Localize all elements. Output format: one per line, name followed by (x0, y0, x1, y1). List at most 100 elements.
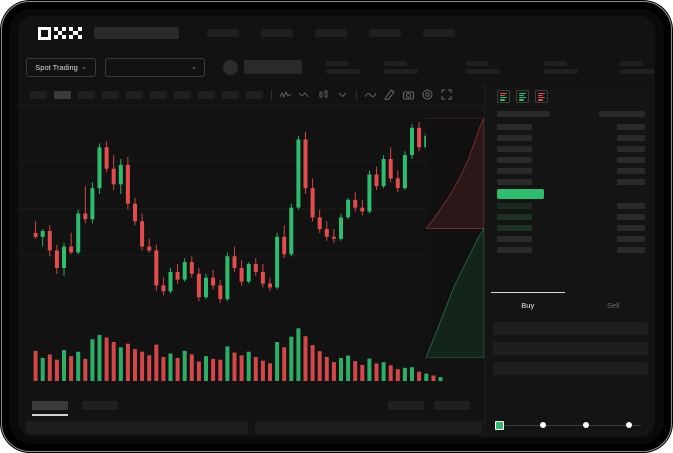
timeframe-1[interactable] (30, 90, 47, 99)
chart-panel[interactable] (18, 106, 484, 395)
tab-sell-label: Sell (606, 300, 620, 310)
bottom-panel-left[interactable] (26, 421, 248, 434)
stat-turnover (620, 60, 654, 74)
bottom-panels (18, 421, 484, 437)
bottom-panel-right[interactable] (255, 421, 482, 434)
orderbook-ask-row[interactable] (497, 132, 647, 143)
stat-change (326, 60, 360, 74)
chevron-down-icon: ⌄ (80, 63, 87, 71)
order-tabs: Buy Sell (485, 292, 655, 318)
orderbook-bid-row[interactable] (497, 244, 647, 255)
orderbook-bid-row[interactable] (497, 222, 647, 233)
tab-buy-label: Buy (521, 300, 535, 310)
app-header (18, 16, 655, 50)
drawing-tool-icon[interactable] (384, 89, 395, 100)
candlestick-chart[interactable] (18, 106, 484, 311)
timeframe-6[interactable] (150, 90, 167, 99)
order-amount-field[interactable] (493, 342, 648, 355)
bottom-tab-order-history[interactable] (82, 400, 118, 410)
order-stepper (495, 419, 647, 431)
volume-histogram (33, 328, 443, 381)
ticker-price (244, 60, 302, 74)
step-4[interactable] (626, 422, 632, 428)
orderbook-last-price-row[interactable] (497, 187, 647, 200)
stat-low (466, 60, 500, 74)
coin-avatar (223, 59, 238, 75)
orderbook-ask-row[interactable] (497, 165, 647, 176)
settings-icon[interactable] (422, 89, 433, 100)
orderbook-ask-row[interactable] (497, 176, 647, 187)
toolbar-divider (356, 89, 357, 100)
stat-high (384, 60, 418, 74)
orderbook-bid-row[interactable] (497, 233, 647, 244)
order-form (493, 322, 648, 382)
orderbook-header-right (599, 111, 645, 117)
timeframe-4[interactable] (102, 90, 119, 99)
market-type-select[interactable]: Spot Trading ⌄ (26, 57, 96, 77)
orderbook-mode-asks-icon[interactable] (535, 90, 548, 103)
depth-chart-overlay (426, 118, 484, 358)
chart-toolbar (18, 84, 655, 106)
stat-volume (544, 60, 578, 74)
step-1[interactable] (495, 420, 504, 430)
orderbook-bid-row[interactable] (497, 200, 647, 211)
order-total-field[interactable] (493, 362, 648, 375)
stepper-track (501, 424, 641, 426)
chevron-down-icon[interactable] (337, 89, 348, 100)
pair-select[interactable]: ⌄ (105, 57, 205, 77)
bottom-action-1[interactable] (388, 400, 424, 410)
orderbook-ask-row[interactable] (497, 154, 647, 165)
last-price-highlight (497, 188, 544, 199)
indicator-icon[interactable] (280, 89, 291, 100)
right-sidebar: Buy Sell (484, 84, 655, 437)
chevron-down-icon: ⌄ (191, 63, 197, 71)
timeframe-3[interactable] (78, 90, 95, 99)
timeframe-9[interactable] (222, 90, 239, 99)
step-2[interactable] (540, 422, 546, 428)
orderbook-header-left (497, 111, 550, 117)
bottom-tab-actions (388, 400, 470, 410)
ticker-bar: Spot Trading ⌄ ⌄ (18, 50, 655, 84)
timeframe-2[interactable] (54, 90, 71, 99)
market-type-label: Spot Trading (35, 62, 78, 72)
logo-letter-o (38, 26, 51, 40)
timeframe-10[interactable] (246, 90, 263, 99)
snapshot-icon[interactable] (403, 89, 414, 100)
logo-letter-k (53, 26, 67, 40)
header-nav (207, 29, 455, 37)
tab-buy[interactable]: Buy (485, 292, 571, 318)
orderbook-ask-row[interactable] (497, 121, 647, 132)
nav-item-2[interactable] (261, 29, 293, 37)
nav-item-1[interactable] (207, 29, 239, 37)
timeframe-8[interactable] (198, 90, 215, 99)
nav-item-5[interactable] (423, 29, 455, 37)
orderbook-ask-row[interactable] (497, 143, 647, 154)
compare-icon[interactable] (299, 89, 310, 100)
order-price-field[interactable] (493, 322, 648, 335)
bottom-tabs (18, 395, 484, 416)
bottom-action-2[interactable] (434, 400, 470, 410)
toolbar-divider (271, 89, 272, 100)
chart-type-icon[interactable] (318, 89, 329, 100)
bottom-tab-open-orders[interactable] (32, 400, 68, 416)
orderbook-mode-both-icon[interactable] (497, 90, 510, 103)
nav-item-4[interactable] (369, 29, 401, 37)
orderbook-header (485, 103, 655, 117)
nav-item-3[interactable] (315, 29, 347, 37)
search-input[interactable] (94, 27, 179, 39)
line-chart-icon[interactable] (365, 89, 376, 100)
orderbook-body[interactable] (485, 117, 655, 255)
orderbook-mode-bids-icon[interactable] (516, 90, 529, 103)
timeframe-5[interactable] (126, 90, 143, 99)
tab-active-indicator (32, 414, 68, 416)
orderbook-mode-icons (485, 84, 655, 103)
fullscreen-icon[interactable] (441, 89, 452, 100)
tab-sell[interactable]: Sell (571, 292, 656, 318)
app-screen: Spot Trading ⌄ ⌄ (18, 16, 655, 437)
logo-letter-x (69, 26, 82, 40)
timeframe-7[interactable] (174, 90, 191, 99)
step-3[interactable] (583, 422, 589, 428)
orderbook-bid-row[interactable] (497, 211, 647, 222)
okx-logo[interactable] (38, 26, 82, 40)
